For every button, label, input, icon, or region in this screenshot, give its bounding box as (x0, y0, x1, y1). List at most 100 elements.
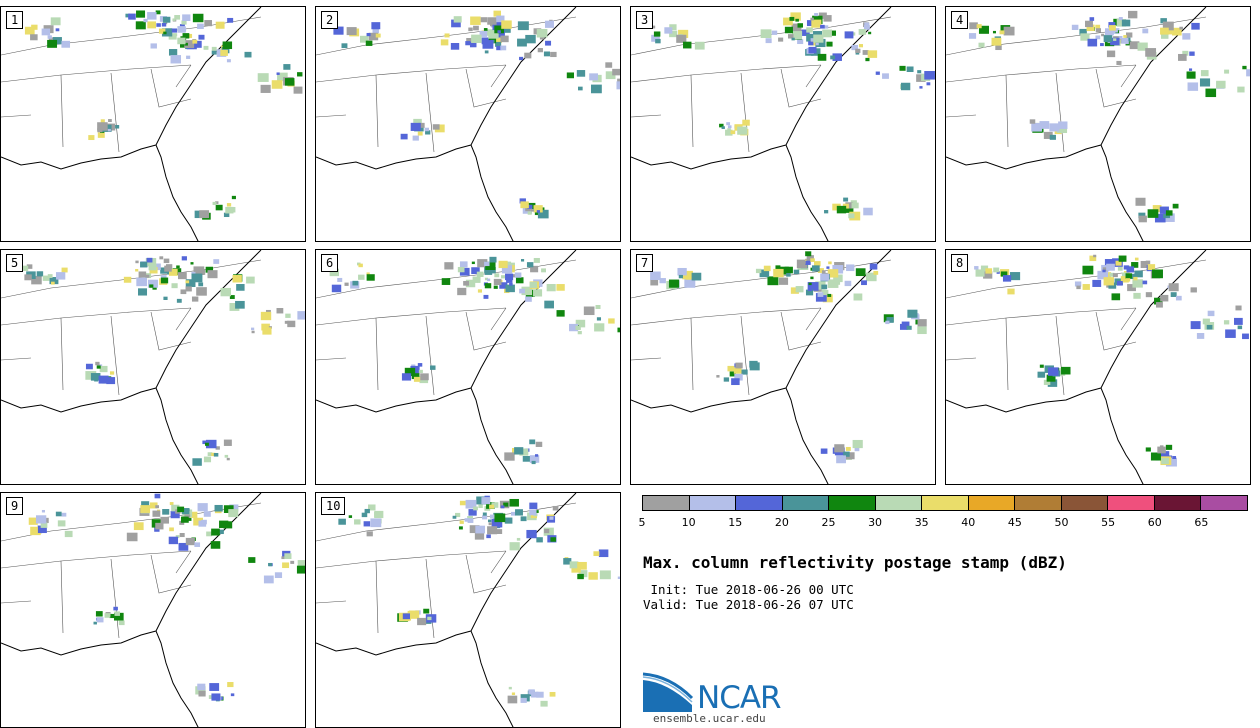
state-boundaries (316, 502, 577, 639)
member-label: 3 (636, 11, 654, 29)
radar-echo (181, 20, 187, 25)
radar-echo (257, 73, 269, 82)
radar-echo (268, 562, 273, 567)
radar-echo (820, 24, 825, 29)
radar-echo (215, 201, 219, 204)
radar-echo (191, 271, 196, 276)
radar-echo (136, 10, 146, 18)
radar-echo (1043, 131, 1053, 139)
radar-echo (759, 269, 770, 278)
radar-echo (504, 452, 515, 461)
radar-echo (176, 298, 182, 303)
radar-echo (220, 49, 228, 56)
radar-echo (1182, 33, 1191, 40)
radar-echo (517, 38, 527, 47)
radar-echo (475, 525, 486, 534)
radar-echo (980, 265, 989, 272)
radar-echo (767, 276, 779, 286)
radar-echo (491, 502, 499, 508)
radar-echo (205, 442, 209, 446)
radar-echo (969, 22, 978, 30)
radar-echo (530, 265, 539, 273)
radar-echo (192, 40, 202, 48)
radar-echo (284, 78, 295, 86)
radar-echo (1224, 69, 1230, 74)
radar-echo (529, 439, 536, 445)
radar-echo (218, 529, 224, 535)
radar-echo (297, 560, 305, 567)
radar-echo (1095, 28, 1102, 33)
ncar-logo-icon (642, 672, 694, 712)
radar-echo (193, 517, 203, 526)
radar-echo (517, 21, 529, 31)
colorbar-segment (689, 496, 737, 510)
radar-echo (186, 55, 191, 59)
ensemble-member-panel: 4 (945, 6, 1251, 242)
ensemble-member-panel: 1 (0, 6, 306, 242)
radar-echo (544, 20, 554, 28)
radar-echo (400, 133, 408, 140)
radar-echo (815, 293, 827, 302)
radar-echo (500, 505, 505, 509)
radar-echo (100, 119, 105, 123)
radar-echo (999, 30, 1005, 35)
radar-echo (1145, 260, 1151, 265)
radar-echo (493, 10, 501, 17)
radar-echo (505, 284, 515, 293)
radar-echo (1128, 10, 1138, 19)
radar-echo (873, 270, 879, 275)
radar-echo (138, 271, 147, 278)
radar-echo (808, 46, 817, 54)
radar-echo (114, 125, 120, 129)
radar-echo (1109, 25, 1116, 31)
radar-echo (815, 38, 826, 48)
colorbar-tick-label: 20 (774, 516, 789, 529)
radar-echo (215, 446, 220, 450)
radar-echo (617, 576, 620, 580)
radar-echo (106, 377, 116, 385)
ensemble-member-panel: 2 (315, 6, 621, 242)
radar-echo (525, 296, 532, 302)
radar-echo (333, 26, 344, 35)
radar-echo (107, 128, 111, 132)
colorbar-tick-label: 65 (1194, 516, 1209, 529)
radar-echo (509, 542, 520, 551)
radar-echo (1113, 38, 1117, 41)
radar-echo (784, 26, 793, 34)
radar-echo (372, 28, 379, 34)
radar-echo (215, 21, 225, 29)
radar-echo (125, 13, 131, 18)
radar-echo (1142, 280, 1148, 285)
radar-echo (811, 19, 822, 28)
radar-echo (594, 323, 605, 332)
radar-echo (148, 263, 157, 271)
radar-echo (1170, 292, 1177, 297)
radar-echo (473, 506, 478, 511)
radar-echo (177, 506, 185, 513)
radar-echo (465, 499, 477, 509)
radar-echo (1145, 48, 1157, 57)
radar-echo (1113, 29, 1118, 33)
radar-echo (1162, 21, 1174, 31)
radar-echo (31, 24, 38, 30)
radar-echo (471, 34, 482, 43)
radar-echo (1160, 27, 1169, 35)
radar-echo (727, 365, 735, 372)
radar-echo (993, 267, 1000, 273)
radar-echo (1121, 37, 1129, 44)
radar-echo (996, 271, 1000, 274)
radar-echo (741, 369, 748, 375)
radar-echo (569, 323, 579, 332)
radar-echo (723, 377, 730, 382)
colorbar-segment (782, 496, 830, 510)
radar-echo (843, 197, 849, 202)
radar-echo (541, 268, 546, 273)
radar-echo (1168, 283, 1179, 292)
radar-echo (854, 447, 860, 452)
radar-echo (684, 279, 696, 288)
radar-echo (491, 518, 503, 528)
radar-echo (863, 25, 870, 30)
radar-echo (366, 32, 371, 37)
radar-echo (441, 278, 451, 285)
radar-echo (1126, 32, 1133, 38)
